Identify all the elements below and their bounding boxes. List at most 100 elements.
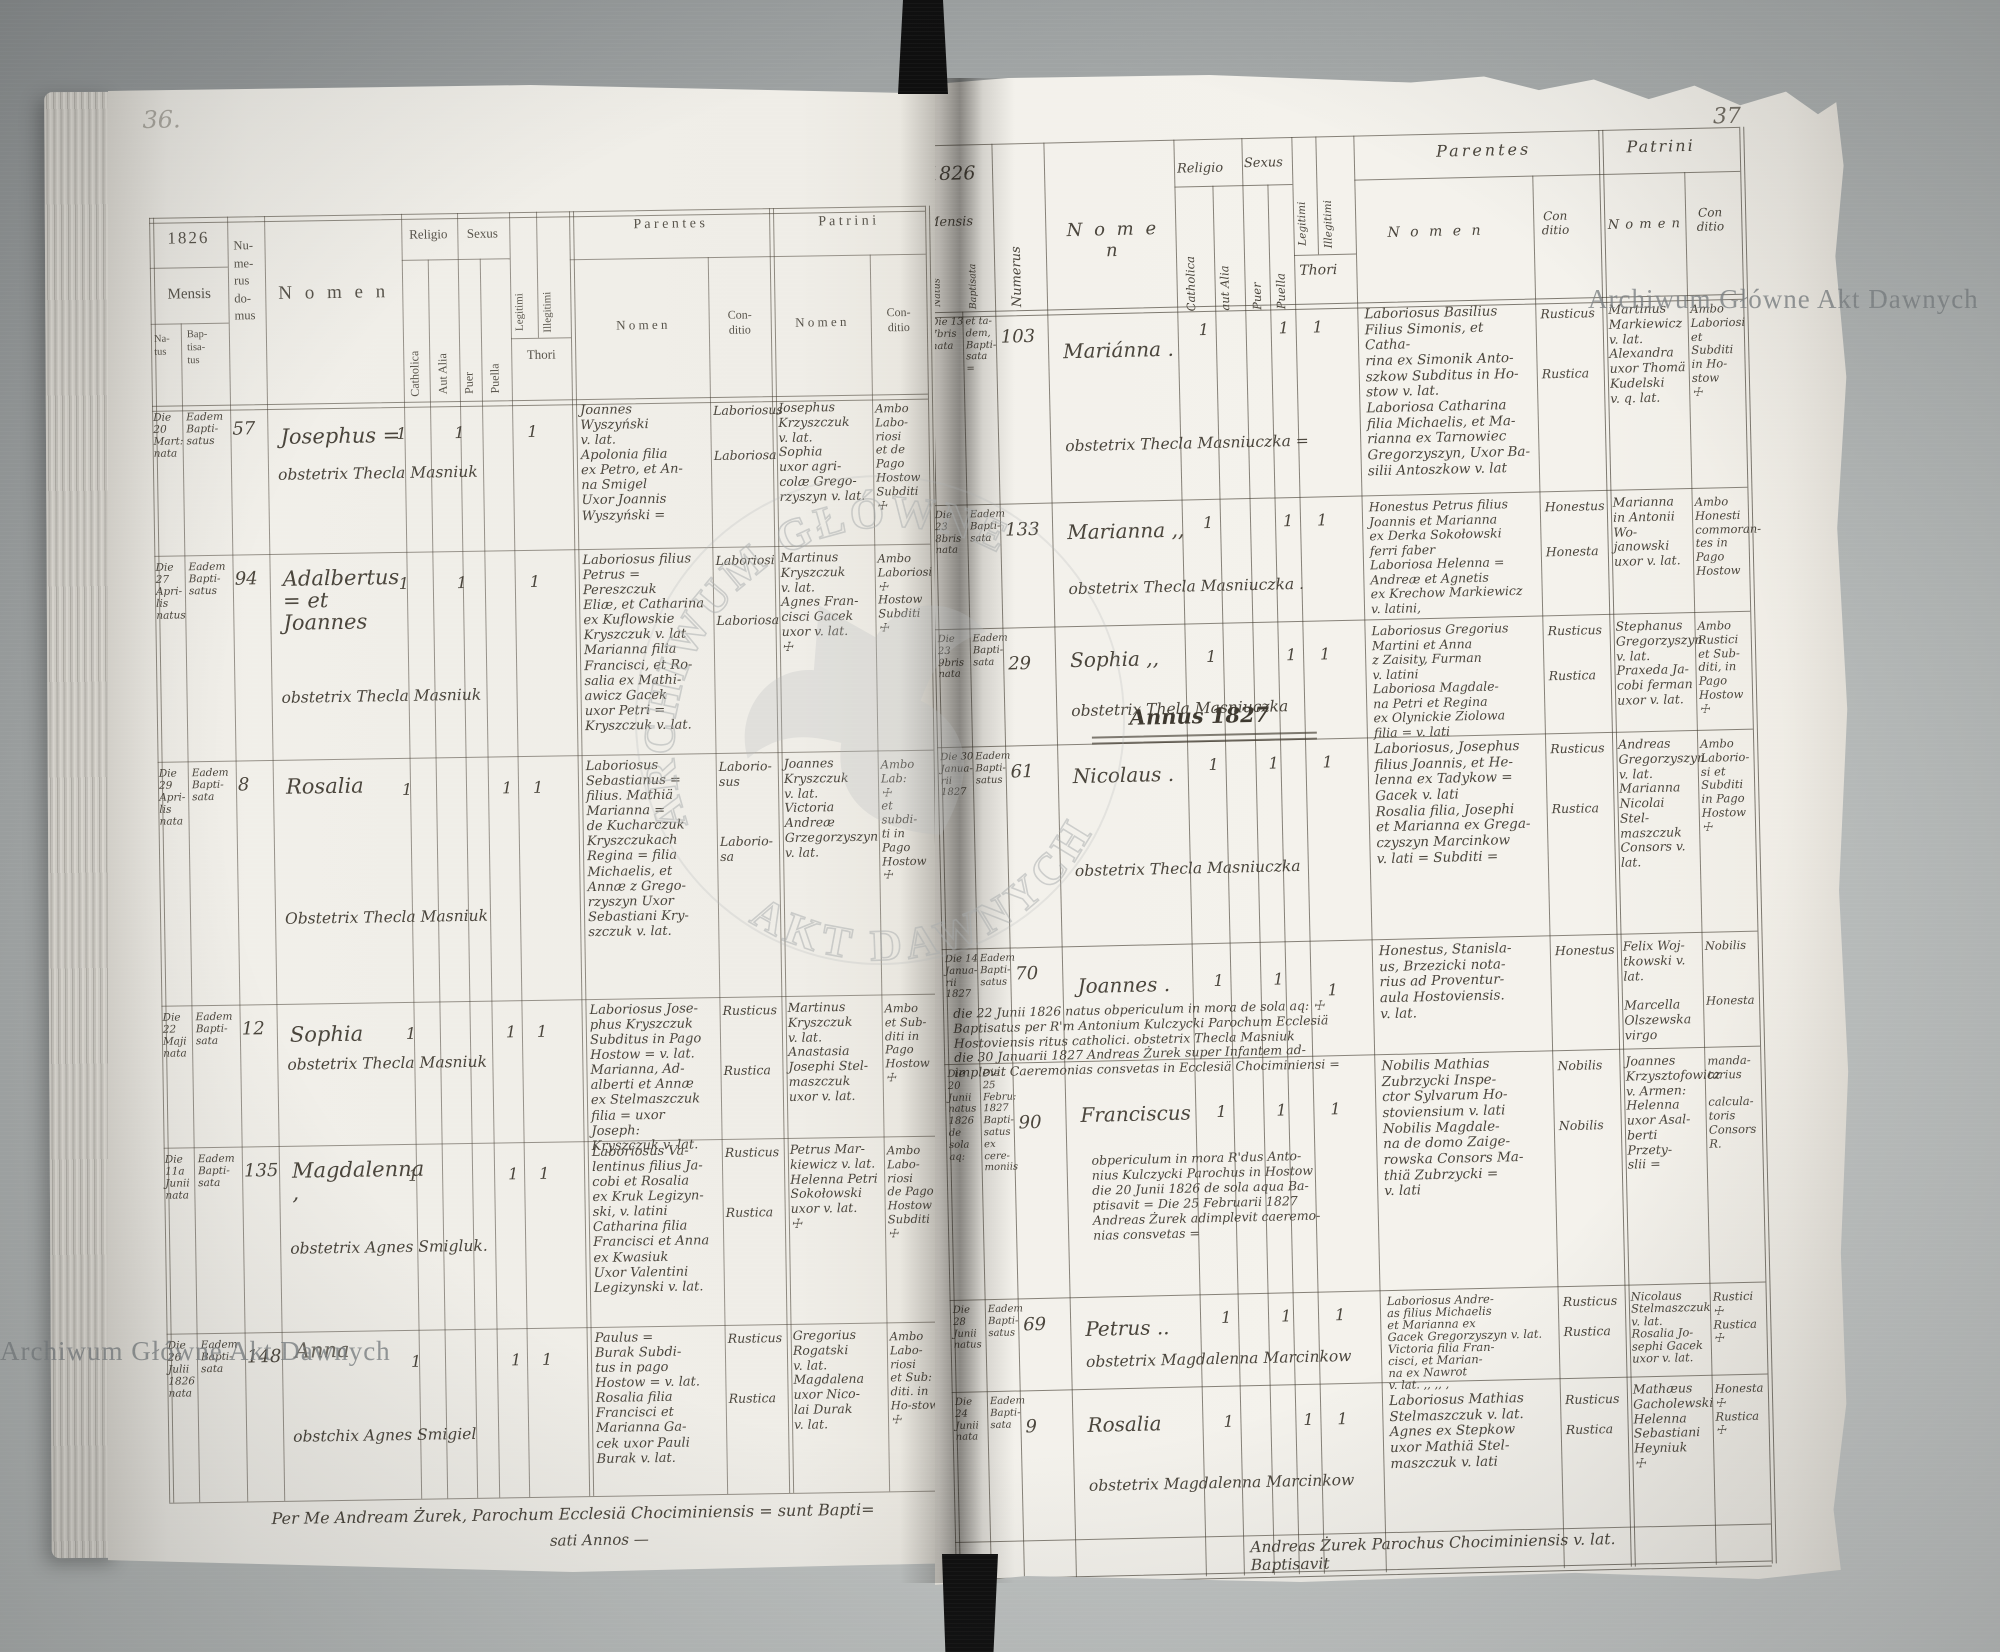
left-footer-line2: sati Annos — (549, 1530, 649, 1550)
house-number: 70 (1015, 962, 1039, 985)
mark-catholica: 1 (1213, 970, 1224, 990)
date-natus: Die 11a Junii nata (164, 1153, 190, 1202)
rule (401, 258, 510, 261)
child-name: Magdalenna , (291, 1156, 425, 1205)
mark-catholica: 1 (1208, 754, 1219, 775)
patrini-names: Petrus Mar- kiewicz v. lat. Helenna Petr… (789, 1140, 878, 1231)
date-natus: Die 30 Janua- rii 1827 (940, 751, 974, 799)
aut-alia-label: aut Alia (1217, 265, 1233, 311)
patrini-conditio: Ambo Lab: ☩ et subdi- ti in Pago Hostow … (880, 756, 927, 882)
patrini-conditio: Ambo Labo- riosi de Pago Hostow Subditi … (886, 1142, 934, 1241)
child-name: Franciscus (1080, 1100, 1192, 1128)
mark-thori: 1 (1312, 317, 1324, 337)
register-row: Die 22 Maji nata Eadem Bapti- sata 12 So… (111, 993, 953, 1154)
numerus-label: Numerus (1008, 246, 1026, 308)
parentes-names: Laboriosus, Josephus filius Joannis, et … (1374, 737, 1531, 867)
register-row: Die 24 Junii nata Eadem Bapti- sata 9 Ro… (947, 1371, 1848, 1542)
mark-sexus: 1 (510, 1350, 522, 1370)
spine-top (898, 0, 948, 94)
patrini-names: Felix Woj- tkowski v. lat. Marcella Olsz… (1622, 937, 1692, 1043)
patrini-names: Gregorius Rogatski v. lat. Magdalena uxo… (792, 1326, 865, 1432)
date-baptisatus: Die 25 Febru: 1827 Bapti- satus ex cere-… (982, 1067, 1019, 1174)
house-number: 9 (1025, 1416, 1038, 1438)
patrini-conditio: Ambo Rustici et Sub- diti, in Pago Hosto… (1697, 618, 1744, 716)
date-natus: Die 20 Mart: nata (153, 411, 184, 461)
mark-sexus: 1 (501, 778, 513, 798)
register-row: Die 20 Junii natus 1826 de sola aq: Die … (939, 1043, 1848, 1300)
patrini-names: Martinus Kryszczuk v. lat. Anastasia Jos… (787, 999, 869, 1104)
natus-label: Na- tus (153, 333, 170, 358)
parentes-names: Joannes Wyszyński v. lat. Apolonia filia… (580, 402, 683, 524)
mark-sexus: 1 (1278, 318, 1290, 338)
mark-catholica: 1 (401, 779, 413, 799)
register-row: Die 11a Junii nata Eadem Bapti- sata 135… (114, 1135, 953, 1334)
sexus-label: Sexus (466, 225, 498, 241)
mark-catholica: 1 (407, 1165, 419, 1185)
date-baptisatus: Eadem Bapti- sata (969, 508, 1006, 544)
parentes-conditio: Rusticus Rustica (727, 1330, 783, 1406)
house-number: 29 (1007, 653, 1032, 675)
house-number: 94 (234, 568, 258, 590)
parentes-conditio-label: Con ditio (1541, 208, 1570, 238)
date-baptisatus: Eadem Bapti- sata (972, 632, 1008, 668)
parentes-conditio: Honestus Honesta (1544, 497, 1605, 560)
mark-thori: 1 (1337, 1409, 1348, 1429)
patrini-names: Marianna in Antonii Wo- janowski uxor v.… (1612, 493, 1681, 569)
parentes-conditio: Rusticus Rustica (1562, 1292, 1618, 1340)
house-number: 57 (232, 418, 256, 440)
mark-thori: 1 (538, 1163, 550, 1183)
parentes-names: Honestus, Stanisla- us, Brzezicki nota- … (1378, 940, 1512, 1022)
mark-thori: 1 (1334, 1305, 1346, 1325)
parentes-names: Laboriosus Basilius Filius Simonis, et C… (1364, 303, 1531, 479)
rule (1315, 136, 1319, 255)
house-number: 135 (243, 1159, 279, 1182)
patrini-names: Martinus Markiewicz v. lat. Alexandra ux… (1608, 300, 1686, 406)
rule (535, 211, 539, 338)
obstetrix-note: obstetrix Agnes Smigluk. (290, 1236, 488, 1258)
mark-thori: 1 (527, 421, 538, 441)
thori-label: Thori (1299, 261, 1338, 279)
patrini-names: Stephanus Gregorzyszyn v. lat. Praxeda J… (1615, 617, 1703, 708)
mark-thori: 1 (541, 1349, 553, 1369)
patrini-names: Martinus Kryszczuk v. lat. Agnes Fran- c… (780, 549, 859, 654)
child-name: Sophia ,, (1069, 646, 1160, 673)
legitimi-label: Legitimi (513, 293, 526, 332)
child-name: Rosalia (1087, 1411, 1162, 1437)
mark-thori: 1 (1319, 644, 1331, 664)
puer-label: Puer (461, 371, 476, 394)
rule (1354, 170, 1741, 181)
patrini-names: Josephus Krzyszczuk v. lat. Sophia uxor … (777, 399, 866, 504)
nomen-label: N o m e n (1066, 218, 1160, 262)
mark-catholica: 1 (1223, 1411, 1234, 1431)
patrini-names: Mathæus Gacholewski Helenna Sebastiani H… (1632, 1380, 1714, 1471)
parentes-names: Laboriosus Andre- as filius Michaelis et… (1386, 1291, 1543, 1393)
patrini-conditio: Honesta ☩ Rustica ☩ (1714, 1380, 1764, 1438)
patrini-names: Joannes Krzysztofowicz v. Armen: Helenna… (1625, 1052, 1721, 1172)
date-baptisatus: Eadem Bapti- sata (989, 1395, 1026, 1431)
date-baptisatus: Eadem Bapti- satus (979, 952, 1016, 988)
child-name: Sophia (289, 1021, 364, 1047)
spine-bottom (942, 1554, 998, 1652)
mark-sexus: 1 (505, 1022, 517, 1042)
child-name: Joannes . (1077, 971, 1171, 999)
mark-thori: 1 (529, 571, 541, 591)
patrini-names: Nicolaus Stelmaszczuk v. lat. Rosalia Jo… (1630, 1288, 1711, 1366)
rule (569, 253, 926, 261)
puer-label: Puer (1249, 282, 1265, 310)
date-natus: Die 23 9bris nata (937, 633, 965, 681)
patrini-names: Andreas Gregorzyszyn v. lat. Marianna Ni… (1618, 735, 1706, 870)
left-page: 36. 1826 Mensis Na- tus Bap- tisa- tus N… (108, 85, 953, 1572)
date-natus: Die 13 7bris nata (930, 316, 964, 352)
parentes-label: P a r e n t e s (633, 216, 706, 233)
parentes-names: Laboriosus Va- lentinus filius Ja- cobi … (591, 1143, 710, 1296)
parentes-names: Laboriosus Jose- phus Kryszczuk Subditus… (589, 1001, 702, 1154)
catholica-label: Catholica (407, 350, 422, 397)
mark-sexus: 1 (507, 1164, 519, 1184)
rule (1174, 183, 1293, 188)
child-name: Nicolaus . (1072, 761, 1175, 789)
parentes-names: Paulus = Burak Subdi- tus in pago Hostow… (594, 1330, 701, 1467)
nomen-label: N o m e n (278, 281, 390, 304)
page-number: 37 (1712, 103, 1742, 130)
parentes-names: Laboriosus filius Petrus = Pereszczuk El… (582, 551, 705, 734)
